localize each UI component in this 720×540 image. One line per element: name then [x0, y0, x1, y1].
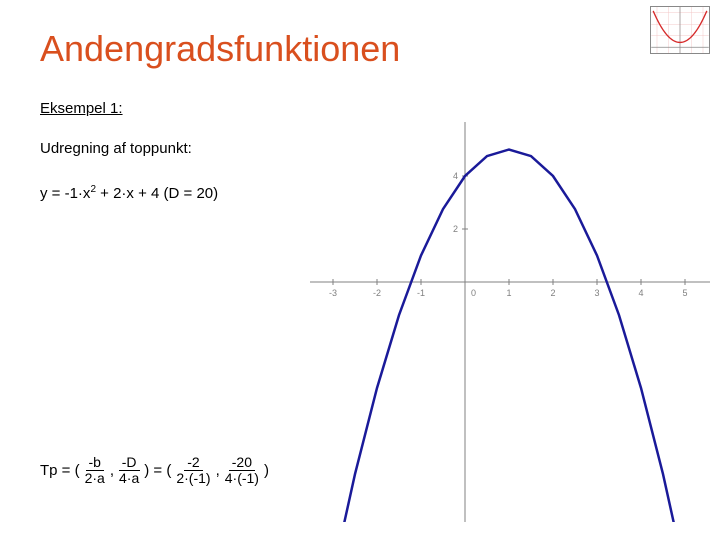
thumbnail-parabola — [650, 6, 710, 54]
eq-prefix: y = -1·x — [40, 185, 90, 202]
svg-text:4: 4 — [453, 171, 458, 181]
equation-text: y = -1·x2 + 2·x + 4 (D = 20) — [40, 184, 218, 202]
fraction-2: -D 4·a — [116, 455, 142, 487]
svg-text:-2: -2 — [373, 288, 381, 298]
svg-text:5: 5 — [682, 288, 687, 298]
svg-text:1: 1 — [506, 288, 511, 298]
example-label: Eksempel 1: — [40, 100, 123, 117]
comma-2: , — [216, 462, 220, 479]
frac4-den: 4·(-1) — [222, 471, 262, 486]
svg-text:2: 2 — [550, 288, 555, 298]
subtitle-text: Udregning af toppunkt: — [40, 140, 192, 157]
frac4-num: -20 — [229, 455, 255, 471]
fraction-4: -20 4·(-1) — [222, 455, 262, 487]
eq-suffix: + 2·x + 4 (D = 20) — [96, 185, 218, 202]
frac3-num: -2 — [184, 455, 202, 471]
vertex-formula: Tp = ( -b 2·a , -D 4·a ) = ( -2 2·(-1) ,… — [40, 455, 269, 487]
frac1-num: -b — [86, 455, 104, 471]
svg-text:2: 2 — [453, 224, 458, 234]
frac2-den: 4·a — [116, 471, 142, 486]
svg-text:-1: -1 — [417, 288, 425, 298]
svg-text:3: 3 — [594, 288, 599, 298]
mid-paren: ) = ( — [144, 462, 171, 479]
fraction-1: -b 2·a — [82, 455, 108, 487]
tp-open: Tp = ( — [40, 462, 80, 479]
svg-text:-3: -3 — [329, 288, 337, 298]
main-parabola-chart: -3 -2 -1 0 1 2 3 4 5 2 4 — [310, 122, 710, 522]
svg-text:0: 0 — [471, 288, 476, 298]
frac1-den: 2·a — [82, 471, 108, 486]
page-title: Andengradsfunktionen — [40, 28, 400, 70]
comma-1: , — [110, 462, 114, 479]
frac2-num: -D — [119, 455, 140, 471]
svg-text:4: 4 — [638, 288, 643, 298]
close-paren: ) — [264, 462, 269, 479]
fraction-3: -2 2·(-1) — [173, 455, 213, 487]
frac3-den: 2·(-1) — [173, 471, 213, 486]
